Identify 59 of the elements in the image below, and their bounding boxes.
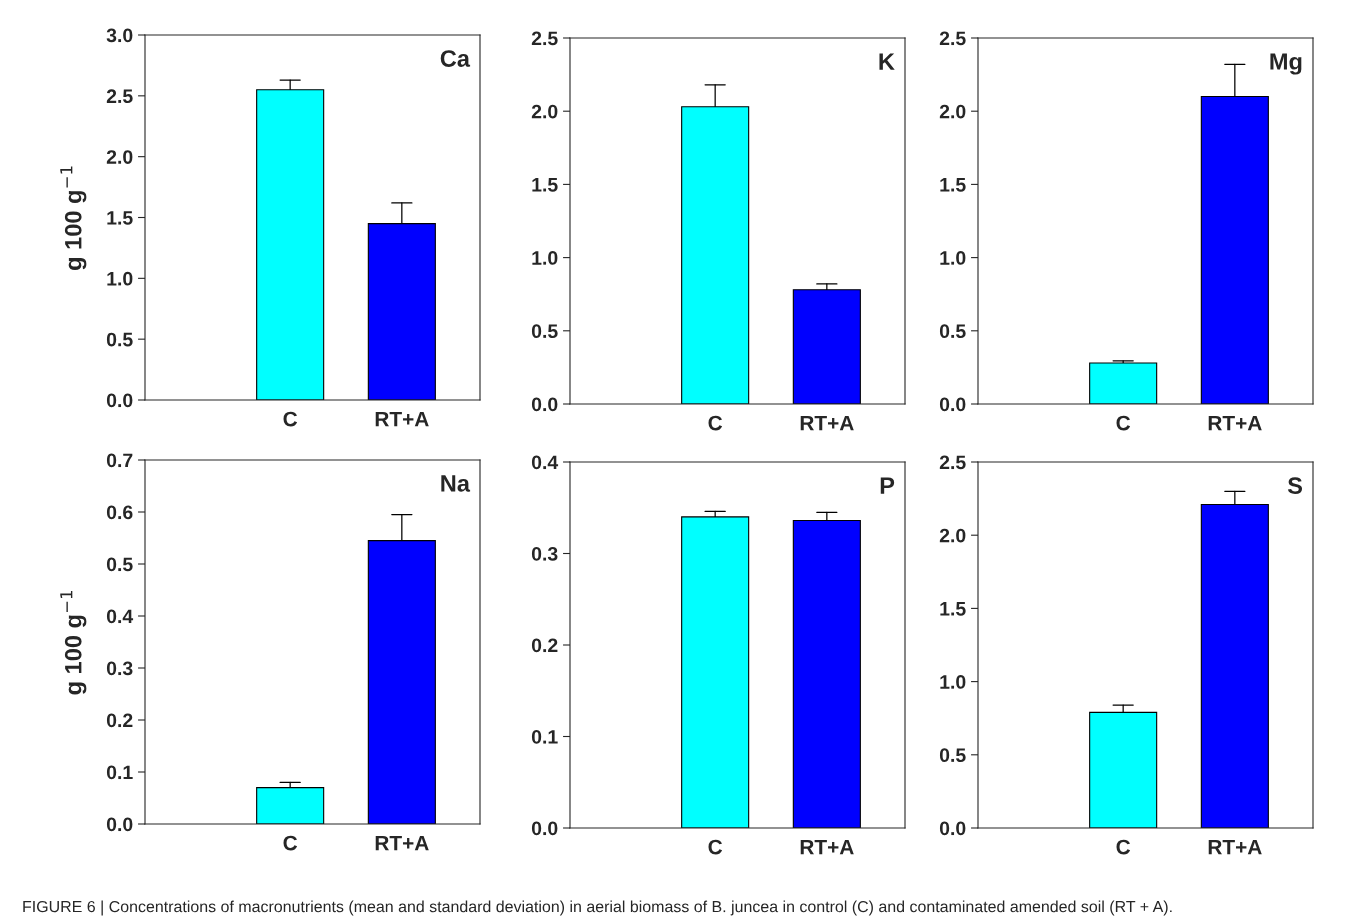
y-tick-label: 1.0 [532, 251, 558, 265]
y-tick-label: 1.0 [940, 251, 966, 265]
x-tick-label: C [283, 835, 298, 851]
y-tick-label: 2.5 [939, 455, 966, 470]
y-tick-label: 0.5 [939, 748, 966, 763]
y-tick-label: 0.5 [106, 557, 133, 572]
y-tick-label: 1.5 [940, 178, 966, 192]
y-tick-label: 0.1 [106, 765, 133, 780]
y-tick-label: 0.3 [531, 546, 558, 561]
x-tick-label: C [1116, 415, 1131, 431]
y-tick-label: 1.0 [107, 271, 133, 286]
annotation: Mg [1270, 53, 1302, 75]
y-tick-label: 1.5 [940, 602, 966, 616]
y-tick-label: 2.0 [939, 528, 966, 543]
annotation: P [880, 477, 895, 494]
y-tick-label: 0.0 [531, 821, 558, 836]
x-tick-label: RT+A [1208, 839, 1262, 855]
y-tick-label: 1.5 [532, 178, 558, 192]
y-tick-label: 0.1 [531, 729, 558, 744]
y-tick-label: 0.2 [531, 638, 558, 653]
y-tick-label: 2.0 [106, 150, 133, 164]
x-tick-label: RT+A [800, 415, 854, 431]
y-tick-label: 2.0 [531, 104, 558, 119]
annotation: Ca [440, 50, 471, 67]
annotation: S [1287, 477, 1303, 494]
y-tick-label: 0.3 [106, 661, 133, 676]
y-tick-label: 0.4 [106, 609, 134, 624]
y-tick-label: 0.5 [939, 324, 966, 339]
y-tick-label: 0.7 [106, 453, 133, 468]
y-tick-label: 0.0 [106, 393, 133, 408]
y-tick-label: 2.5 [939, 31, 966, 46]
y-tick-label: 0.6 [106, 505, 133, 520]
x-tick-label: RT+A [800, 839, 854, 855]
y-tick-label: 0.5 [106, 332, 133, 347]
x-tick-label: C [708, 839, 723, 855]
y-tick-label: 0.0 [939, 397, 966, 412]
y-tick-label: 0.0 [531, 397, 558, 412]
x-tick-label: RT+A [375, 835, 429, 851]
y-tick-label: 2.0 [939, 104, 966, 119]
y-tick-label: 1.5 [107, 211, 133, 225]
x-tick-label: C [283, 411, 298, 427]
y-axis-title: g 100 g$^{−1}$ [60, 590, 87, 695]
x-tick-label: RT+A [1208, 415, 1262, 431]
y-tick-label: 3.0 [106, 28, 133, 43]
annotation: Na [441, 475, 471, 492]
y-axis-title: g 100 g$^{−1}$ [60, 166, 87, 270]
y-tick-label: 2.5 [106, 89, 133, 104]
y-tick-label: 2.5 [531, 31, 558, 46]
annotation: K [879, 53, 895, 70]
y-tick-label: 0.2 [106, 713, 133, 728]
y-tick-label: 0.0 [106, 817, 133, 832]
y-tick-label: 0.4 [531, 455, 559, 470]
x-tick-label: C [708, 415, 723, 431]
caption: FIGURE 6 | Concentrations of macronutrients (mean and standard deviation) in aerial biomass of B. juncea in control (C) and contaminated amended soil (RT + A). [23, 900, 1172, 916]
y-tick-label: 0.5 [531, 324, 558, 339]
y-tick-label: 1.0 [940, 675, 966, 689]
y-tick-label: 0.0 [939, 821, 966, 836]
x-tick-label: C [1116, 839, 1131, 855]
x-tick-label: RT+A [375, 411, 429, 427]
